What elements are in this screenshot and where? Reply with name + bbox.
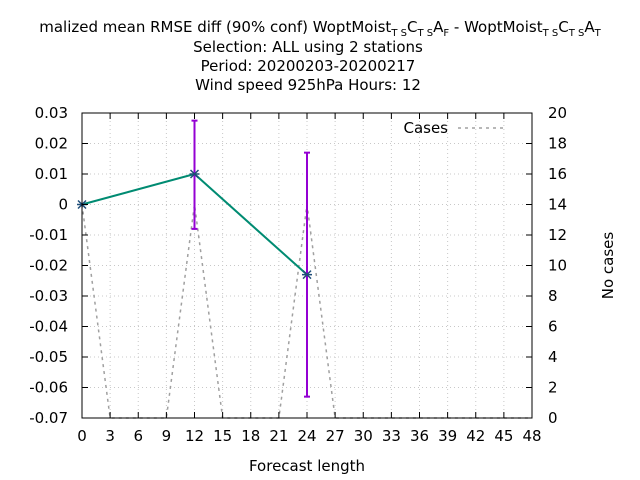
y-tick-label: 0.01	[35, 165, 68, 183]
x-tick-label: 39	[438, 427, 457, 445]
y2-tick-label: 18	[548, 135, 567, 153]
chart-title-line1: malized mean RMSE diff (90% conf) WoptMo…	[39, 18, 601, 39]
chart-title-line2: Selection: ALL using 2 stations	[193, 38, 423, 56]
tick-labels: 0 3 6 9 12 15 18 21 24 27 30 33 36 39 42 45 480.030.020.…	[29, 104, 567, 445]
data-point	[189, 169, 200, 179]
y-tick-label: 0.02	[35, 135, 68, 153]
legend: Cases	[403, 119, 506, 137]
x-tick-label: 12	[185, 427, 204, 445]
y-tick-label: -0.06	[29, 379, 68, 397]
y2-tick-label: 2	[548, 379, 558, 397]
chart-title-line4: Wind speed 925hPa Hours: 12	[195, 76, 421, 94]
plot-border	[81, 112, 533, 419]
y2-tick-label: 14	[548, 196, 567, 214]
y-tick-label: 0.03	[35, 104, 68, 122]
y-tick-label: -0.02	[29, 257, 68, 275]
y-tick-label: -0.03	[29, 287, 68, 305]
x-tick-label: 0	[77, 427, 87, 445]
x-tick-label: 6	[133, 427, 143, 445]
x-tick-label: 45	[494, 427, 513, 445]
x-tick-label: 3	[105, 427, 115, 445]
legend-label-cases: Cases	[403, 119, 448, 137]
series-layer	[77, 119, 312, 398]
y-tick-label: -0.04	[29, 318, 68, 336]
x-tick-label: 27	[326, 427, 345, 445]
x-tick-label: 9	[162, 427, 172, 445]
y2-tick-label: 10	[548, 257, 567, 275]
data-point	[302, 270, 312, 280]
y2-tick-label: 20	[548, 104, 567, 122]
x-tick-label: 24	[297, 427, 316, 445]
y-tick-label: -0.05	[29, 348, 68, 366]
y2-tick-label: 16	[548, 165, 567, 183]
x-tick-label: 15	[213, 427, 232, 445]
y2-tick-label: 8	[548, 287, 558, 305]
x-axis-label: Forecast length	[249, 457, 365, 475]
x-tick-label: 30	[354, 427, 373, 445]
y-tick-label: 0	[58, 196, 68, 214]
y2-tick-label: 12	[548, 226, 567, 244]
x-tick-label: 36	[410, 427, 429, 445]
chart-title-line3: Period: 20200203-20200217	[201, 57, 416, 75]
y2-tick-label: 0	[548, 409, 558, 427]
y2-tick-label: 6	[548, 318, 558, 336]
y-tick-label: -0.01	[29, 226, 68, 244]
x-tick-label: 33	[382, 427, 401, 445]
y-tick-label: -0.07	[29, 409, 68, 427]
x-tick-label: 42	[466, 427, 485, 445]
y2-tick-label: 4	[548, 348, 558, 366]
x-tick-label: 21	[269, 427, 288, 445]
x-tick-label: 18	[241, 427, 260, 445]
y2-axis-label: No cases	[599, 232, 617, 300]
x-tick-label: 48	[522, 427, 541, 445]
